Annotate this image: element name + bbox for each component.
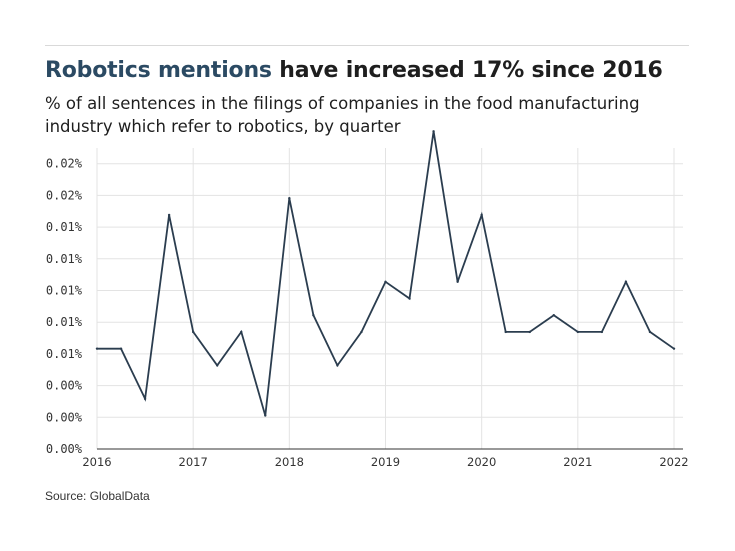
data-point — [167, 213, 171, 217]
data-point — [672, 347, 676, 350]
data-point — [312, 314, 315, 317]
x-tick-label: 2022 — [659, 455, 688, 469]
x-tick-label: 2021 — [563, 455, 592, 469]
x-tick-label: 2020 — [467, 455, 496, 469]
y-tick-label: 0.01% — [46, 315, 83, 329]
x-tick-label: 2017 — [179, 455, 208, 469]
title-rest: have increased 17% since 2016 — [271, 58, 663, 83]
y-tick-label: 0.01% — [46, 252, 83, 266]
y-tick-label: 0.01% — [46, 220, 83, 234]
data-point — [384, 280, 387, 283]
x-tick-label: 2016 — [82, 455, 111, 469]
data-point — [624, 280, 628, 283]
data-point — [95, 347, 99, 350]
data-point — [480, 213, 483, 217]
chart-title: Robotics mentions have increased 17% sin… — [45, 58, 663, 83]
y-tick-label: 0.00% — [46, 442, 83, 456]
data-point — [552, 314, 555, 317]
data-point — [191, 330, 195, 334]
y-tick-label: 0.02% — [46, 188, 83, 202]
data-point — [576, 330, 580, 334]
data-point — [240, 330, 243, 334]
data-point — [504, 330, 507, 334]
data-point — [360, 330, 363, 334]
data-point — [528, 330, 531, 334]
y-tick-label: 0.02% — [46, 157, 83, 171]
title-highlight: Robotics mentions — [45, 58, 272, 83]
data-point — [216, 364, 219, 367]
data-point — [143, 397, 147, 401]
x-tick-label: 2018 — [275, 455, 304, 469]
data-point — [336, 364, 339, 367]
data-point — [456, 280, 459, 283]
chart-subtitle: % of all sentences in the filings of com… — [45, 94, 640, 136]
data-point — [648, 330, 652, 334]
data-point — [119, 347, 123, 350]
source-note: Source: GlobalData — [45, 489, 150, 503]
x-tick-label: 2019 — [371, 455, 400, 469]
data-point — [600, 330, 604, 334]
top-rule — [45, 45, 689, 46]
data-point — [408, 297, 411, 300]
data-point — [288, 196, 291, 200]
y-tick-label: 0.00% — [46, 379, 83, 393]
y-tick-label: 0.01% — [46, 347, 83, 361]
y-tick-label: 0.00% — [46, 410, 83, 424]
data-point — [432, 130, 435, 133]
data-point — [264, 414, 267, 417]
y-tick-label: 0.01% — [46, 284, 83, 298]
